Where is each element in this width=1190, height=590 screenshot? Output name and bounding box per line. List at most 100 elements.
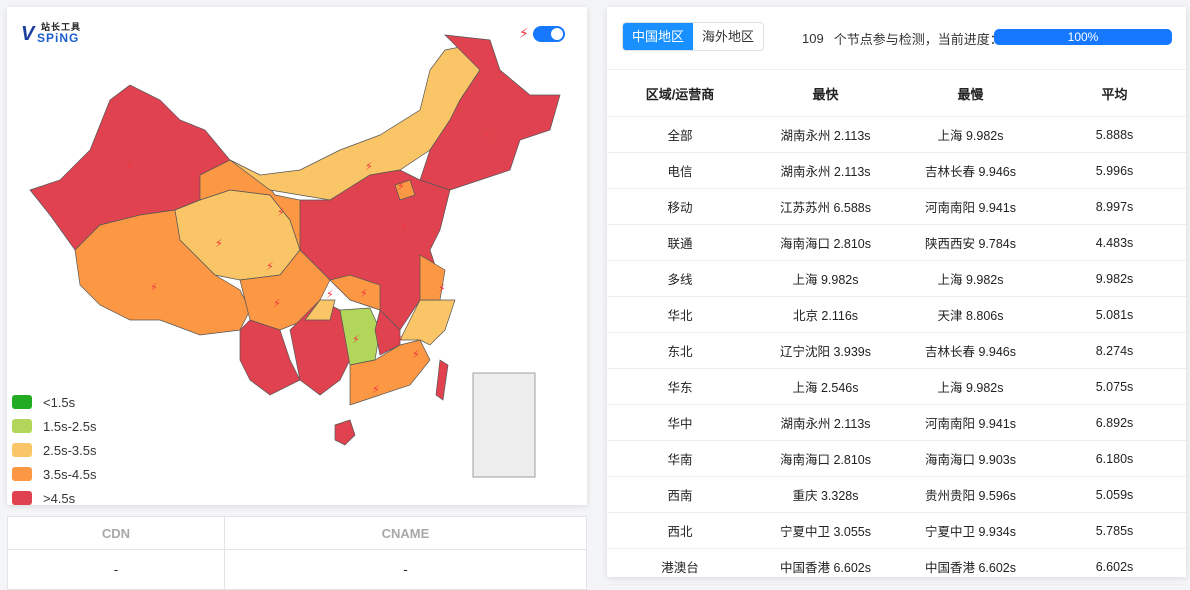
region-cell: 西南: [607, 476, 753, 513]
region-zhejiang[interactable]: [419, 254, 446, 301]
region-chongqing[interactable]: [304, 299, 336, 321]
legend-item[interactable]: 3.5s-4.5s: [12, 462, 96, 486]
region-cell: 华东: [607, 368, 753, 405]
region-hainan[interactable]: [334, 419, 356, 446]
legend-item[interactable]: 1.5s-2.5s: [12, 414, 96, 438]
svg-text:⚡: ⚡: [484, 131, 492, 143]
slowest-cell: 贵州贵阳 9.596s: [898, 476, 1043, 513]
slowest-cell: 中国香港 6.602s: [898, 548, 1043, 585]
average-cell: 5.081s: [1043, 296, 1186, 333]
legend-item[interactable]: 2.5s-3.5s: [12, 438, 96, 462]
svg-text:⚡: ⚡: [397, 181, 405, 193]
column-header: 最慢: [898, 69, 1043, 117]
fastest-cell: 中国香港 6.602s: [753, 548, 898, 585]
svg-text:⚡: ⚡: [438, 283, 446, 295]
region-fujian[interactable]: [399, 299, 456, 346]
region-cell: 华南: [607, 440, 753, 477]
slowest-cell: 上海 9.982s: [898, 116, 1043, 153]
region-tabs: 中国地区 海外地区: [622, 22, 765, 51]
fastest-cell: 湖南永州 2.113s: [753, 152, 898, 189]
region-cell: 电信: [607, 152, 753, 189]
legend-label: 3.5s-4.5s: [43, 466, 97, 482]
region-cell: 港澳台: [607, 548, 753, 585]
table-row: 联通 海南海口 2.810s 陕西西安 9.784s 4.483s: [607, 224, 1186, 261]
map-card: V 站长工具 SPiNG ⚡: [7, 7, 587, 506]
average-cell: 8.274s: [1043, 332, 1186, 369]
region-cell: 移动: [607, 188, 753, 225]
cdn-header: CDN: [7, 516, 225, 550]
fastest-cell: 湖南永州 2.113s: [753, 404, 898, 441]
slowest-cell: 陕西西安 9.784s: [898, 224, 1043, 261]
fastest-cell: 上海 2.546s: [753, 368, 898, 405]
slowest-cell: 宁夏中卫 9.934s: [898, 512, 1043, 549]
average-cell: 9.982s: [1043, 260, 1186, 297]
fastest-cell: 上海 9.982s: [753, 260, 898, 297]
region-hunan[interactable]: [339, 307, 381, 366]
region-cell: 全部: [607, 116, 753, 153]
svg-text:⚡: ⚡: [125, 161, 133, 173]
table-row: 多线 上海 9.982s 上海 9.982s 9.982s: [607, 260, 1186, 297]
lightning-markers: ⚡ ⚡ ⚡ ⚡ ⚡ ⚡ ⚡ ⚡ ⚡ ⚡ ⚡ ⚡ ⚡ ⚡ ⚡ ⚡ ⚡ ⚡: [125, 131, 492, 396]
region-taiwan[interactable]: [435, 359, 449, 401]
svg-text:⚡: ⚡: [266, 261, 274, 273]
tab-overseas[interactable]: 海外地区: [702, 29, 755, 44]
region-cell: 华中: [607, 404, 753, 441]
legend-swatch: [12, 395, 32, 409]
svg-text:⚡: ⚡: [412, 349, 420, 361]
average-cell: 6.602s: [1043, 548, 1186, 585]
table-row: 移动 江苏苏州 6.588s 河南南阳 9.941s 8.997s: [607, 188, 1186, 225]
results-table: 区域/运营商 最快 最慢 平均 全部 湖南永州 2.113s 上海 9.982s 5.888…: [607, 69, 1186, 585]
svg-text:⚡: ⚡: [273, 298, 281, 310]
svg-text:⚡: ⚡: [360, 288, 368, 300]
status-text: 109 个节点参与检测，当前进度：: [802, 29, 1003, 48]
toggle-switch[interactable]: [532, 25, 565, 42]
slowest-cell: 上海 9.982s: [898, 260, 1043, 297]
node-count: 109: [802, 31, 824, 46]
region-guangdong[interactable]: [349, 339, 431, 406]
lightning-toggle[interactable]: ⚡: [519, 25, 565, 42]
fastest-cell: 辽宁沈阳 3.939s: [753, 332, 898, 369]
average-cell: 5.785s: [1043, 512, 1186, 549]
svg-text:⚡: ⚡: [215, 238, 223, 250]
svg-text:⚡: ⚡: [150, 282, 158, 294]
svg-text:⚡: ⚡: [372, 384, 380, 396]
average-cell: 5.996s: [1043, 152, 1186, 189]
table-row: 华中 湖南永州 2.113s 河南南阳 9.941s 6.892s: [607, 404, 1186, 441]
lightning-icon: ⚡: [519, 25, 529, 41]
slowest-cell: 海南海口 9.903s: [898, 440, 1043, 477]
slowest-cell: 吉林长春 9.946s: [898, 152, 1043, 189]
table-row: 港澳台 中国香港 6.602s 中国香港 6.602s 6.602s: [607, 548, 1186, 585]
legend-swatch: [12, 467, 32, 481]
region-cell: 东北: [607, 332, 753, 369]
region-northeast[interactable]: [419, 34, 561, 191]
region-jiangxi[interactable]: [374, 309, 401, 356]
region-cell: 西北: [607, 512, 753, 549]
table-row: 电信 湖南永州 2.113s 吉林长春 9.946s 5.996s: [607, 152, 1186, 189]
table-row: --: [7, 549, 588, 590]
fastest-cell: 海南海口 2.810s: [753, 224, 898, 261]
legend-item[interactable]: <1.5s: [12, 390, 96, 414]
cname-value: -: [223, 549, 588, 590]
region-shandong-area[interactable]: [394, 179, 416, 201]
china-map: ⚡ ⚡ ⚡ ⚡ ⚡ ⚡ ⚡ ⚡ ⚡ ⚡ ⚡ ⚡ ⚡ ⚡ ⚡ ⚡ ⚡ ⚡: [29, 34, 561, 478]
table-row: 华北 北京 2.116s 天津 8.806s 5.081s: [607, 296, 1186, 333]
region-cell: 多线: [607, 260, 753, 297]
fastest-cell: 重庆 3.328s: [753, 476, 898, 513]
cdn-value: -: [7, 549, 225, 590]
legend-label: <1.5s: [43, 394, 76, 410]
table-row: 华南 海南海口 2.810s 海南海口 9.903s 6.180s: [607, 440, 1186, 477]
region-hubei[interactable]: [329, 274, 381, 311]
legend-swatch: [12, 419, 32, 433]
fastest-cell: 海南海口 2.810s: [753, 440, 898, 477]
south-china-sea-inset: [472, 372, 536, 478]
legend-label: 2.5s-3.5s: [43, 442, 97, 458]
region-cell: 华北: [607, 296, 753, 333]
legend-item[interactable]: >4.5s: [12, 486, 96, 510]
average-cell: 8.997s: [1043, 188, 1186, 225]
tab-china[interactable]: 中国地区: [623, 23, 694, 50]
svg-text:⚡: ⚡: [277, 207, 285, 219]
slowest-cell: 天津 8.806s: [898, 296, 1043, 333]
average-cell: 6.892s: [1043, 404, 1186, 441]
table-row: 西北 宁夏中卫 3.055s 宁夏中卫 9.934s 5.785s: [607, 512, 1186, 549]
svg-text:⚡: ⚡: [396, 334, 404, 346]
